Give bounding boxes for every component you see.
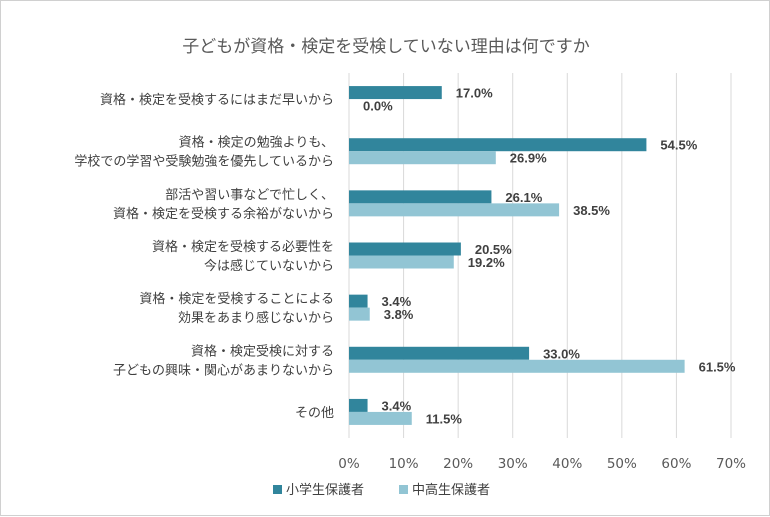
data-label: 11.5% bbox=[426, 411, 463, 426]
bar-elementary bbox=[349, 86, 442, 100]
data-label: 3.8% bbox=[384, 307, 414, 322]
data-labels: 17.0% 0.0% 54.5% 26.9% 26.1% 38.5% 20.5%19.2% 3… bbox=[363, 86, 736, 427]
bar-elementary bbox=[349, 190, 492, 204]
category-label: 資格・検定を受検することによる bbox=[139, 291, 334, 307]
x-tick-label: 0% bbox=[338, 456, 360, 472]
legend-swatch bbox=[399, 485, 408, 494]
legend: 小学生保護者 中高生保護者 bbox=[273, 482, 490, 498]
category-label: 資格・検定を受検するにはまだ早いから bbox=[100, 92, 334, 108]
data-label: 26.1% bbox=[505, 190, 542, 205]
bar-secondary bbox=[349, 359, 685, 373]
bar-elementary bbox=[349, 294, 368, 308]
x-tick-label: 20% bbox=[443, 456, 473, 472]
data-label: 3.4% bbox=[382, 294, 412, 309]
data-label: 19.2% bbox=[468, 255, 505, 270]
data-label: 61.5% bbox=[699, 359, 736, 374]
category-label: 今は感じていないから bbox=[204, 258, 334, 274]
category-label: 子どもの興味・関心があまりないから bbox=[113, 363, 334, 378]
bar-secondary bbox=[349, 255, 454, 269]
legend-label: 中高生保護者 bbox=[412, 482, 490, 498]
x-tick-label: 60% bbox=[661, 456, 691, 472]
legend-swatch bbox=[273, 485, 282, 494]
data-label: 20.5% bbox=[475, 242, 512, 257]
category-label: 資格・検定の勉強よりも、 bbox=[179, 135, 334, 151]
category-label: 資格・検定を受検する必要性を bbox=[152, 239, 334, 255]
category-labels: 資格・検定を受検するにはまだ早いから資格・検定の勉強よりも、学校での学習や受験勉… bbox=[74, 92, 334, 421]
data-label: 17.0% bbox=[456, 86, 493, 101]
data-label: 26.9% bbox=[510, 151, 547, 166]
category-label: 学校での学習や受験勉強を優先しているから bbox=[74, 154, 334, 170]
x-tick-label: 10% bbox=[389, 456, 419, 472]
data-label: 38.5% bbox=[573, 203, 610, 218]
bar-elementary bbox=[349, 398, 368, 412]
category-label: 資格・検定受検に対する bbox=[191, 343, 334, 359]
data-label: 33.0% bbox=[543, 346, 580, 361]
data-label: 54.5% bbox=[660, 138, 697, 153]
x-tick-label: 50% bbox=[607, 456, 637, 472]
bars bbox=[349, 86, 685, 425]
bar-secondary bbox=[349, 203, 560, 217]
category-label: 部活や習い事などで忙しく、 bbox=[165, 188, 334, 203]
bar-secondary bbox=[349, 151, 496, 165]
category-label: その他 bbox=[295, 406, 334, 421]
bar-secondary bbox=[349, 307, 370, 321]
x-tick-label: 30% bbox=[498, 456, 528, 472]
legend-label: 小学生保護者 bbox=[286, 482, 364, 498]
x-tick-label: 70% bbox=[716, 456, 746, 472]
bar-elementary bbox=[349, 138, 647, 152]
bar-secondary bbox=[349, 411, 412, 425]
category-label: 効果をあまり感じないから bbox=[178, 310, 334, 326]
bar-elementary bbox=[349, 346, 530, 360]
x-tick-label: 40% bbox=[552, 456, 582, 472]
data-label: 0.0% bbox=[363, 99, 393, 114]
category-label: 資格・検定を受検する余裕がないから bbox=[113, 206, 334, 222]
data-label: 3.4% bbox=[382, 398, 412, 413]
bar-elementary bbox=[349, 242, 461, 256]
x-axis-ticks: 0% 10% 20% 30% 40% 50% 60% 70% bbox=[338, 456, 746, 472]
chart-title: 子どもが資格・検定を受検していない理由は何ですか bbox=[182, 37, 590, 57]
